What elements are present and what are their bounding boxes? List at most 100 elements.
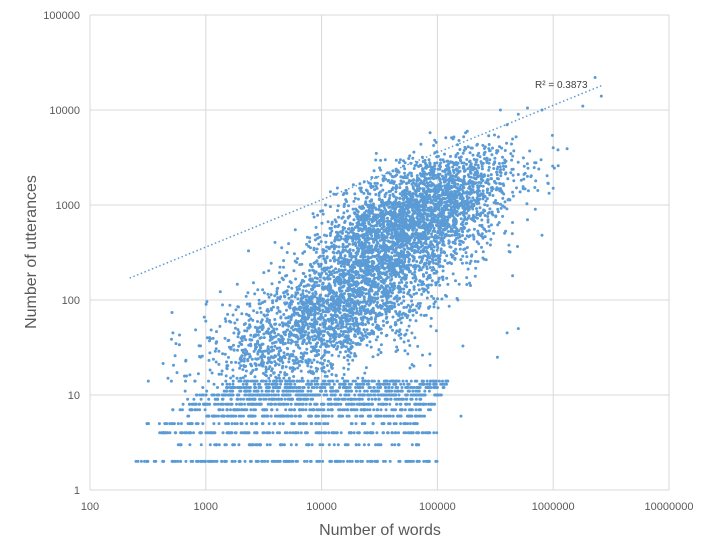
data-point (345, 191, 349, 195)
data-point (282, 330, 286, 334)
data-point (452, 185, 456, 189)
data-point (463, 217, 467, 221)
data-point (321, 254, 325, 258)
data-point (366, 192, 370, 195)
data-point (482, 173, 486, 177)
data-point (347, 204, 350, 208)
data-point (486, 215, 490, 218)
data-point (427, 189, 431, 192)
data-point (332, 275, 336, 279)
data-point (334, 373, 338, 377)
data-point (352, 282, 356, 286)
data-point (372, 239, 376, 243)
data-point (284, 316, 288, 320)
data-point (315, 277, 319, 280)
data-point (384, 177, 388, 181)
data-point (390, 174, 394, 178)
data-point (360, 247, 364, 251)
data-point (380, 299, 384, 303)
data-point (344, 350, 348, 354)
data-point (392, 297, 396, 301)
data-point (398, 210, 402, 214)
data-point (368, 244, 372, 248)
data-point (404, 194, 408, 198)
data-point (372, 169, 376, 173)
data-point (495, 167, 499, 171)
data-point (293, 228, 297, 232)
data-point (463, 247, 467, 251)
data-point (275, 298, 279, 302)
data-point (408, 171, 412, 175)
data-point (315, 247, 319, 251)
data-point (428, 260, 432, 264)
data-point (417, 165, 421, 168)
data-point (371, 306, 375, 310)
data-point (478, 174, 482, 178)
data-point (324, 240, 328, 244)
data-point (400, 280, 404, 284)
data-point (466, 173, 470, 177)
data-point (521, 187, 525, 191)
data-point (410, 331, 414, 335)
data-point (438, 283, 442, 287)
data-point (259, 321, 263, 325)
data-point (392, 301, 396, 305)
data-point (311, 338, 315, 342)
data-point (348, 298, 351, 302)
data-point (503, 161, 507, 165)
data-point (311, 268, 315, 272)
data-point (387, 263, 391, 267)
data-point (384, 287, 388, 291)
data-point (503, 231, 507, 235)
data-point (489, 173, 493, 177)
data-point (425, 217, 429, 220)
data-point (386, 233, 390, 236)
data-point (365, 335, 369, 339)
data-point (521, 156, 525, 160)
data-point (388, 211, 392, 214)
data-point (398, 217, 402, 221)
data-point (469, 217, 473, 221)
data-point (505, 207, 509, 211)
data-point (367, 181, 371, 185)
data-point (286, 338, 290, 342)
data-point (210, 371, 214, 375)
data-point (378, 218, 381, 222)
data-point (411, 156, 415, 160)
data-point (353, 265, 357, 269)
data-point (346, 353, 350, 357)
data-point (399, 175, 403, 179)
data-point (315, 360, 319, 364)
data-point (325, 286, 329, 290)
data-point (392, 180, 396, 184)
data-point (327, 369, 331, 373)
data-point (351, 242, 355, 246)
data-point (418, 186, 422, 190)
data-point (394, 237, 398, 241)
data-point (344, 234, 348, 238)
data-point (465, 246, 469, 249)
data-point (370, 220, 374, 224)
data-point (355, 246, 359, 250)
data-point (296, 337, 300, 341)
data-point (436, 229, 440, 233)
data-point (365, 343, 369, 347)
data-point (389, 282, 393, 286)
data-point (412, 285, 416, 289)
data-point (481, 197, 485, 201)
data-point (485, 191, 489, 194)
data-point (361, 262, 365, 266)
data-point (371, 274, 375, 278)
data-point (346, 215, 350, 219)
data-point (371, 215, 375, 219)
data-point (344, 230, 348, 234)
data-point (337, 245, 341, 249)
data-point (447, 241, 451, 245)
data-point (391, 315, 395, 319)
data-point (413, 164, 417, 168)
data-point (362, 278, 366, 282)
data-point (312, 215, 316, 219)
data-point (282, 351, 286, 355)
data-point (404, 226, 408, 230)
data-point (421, 197, 425, 201)
